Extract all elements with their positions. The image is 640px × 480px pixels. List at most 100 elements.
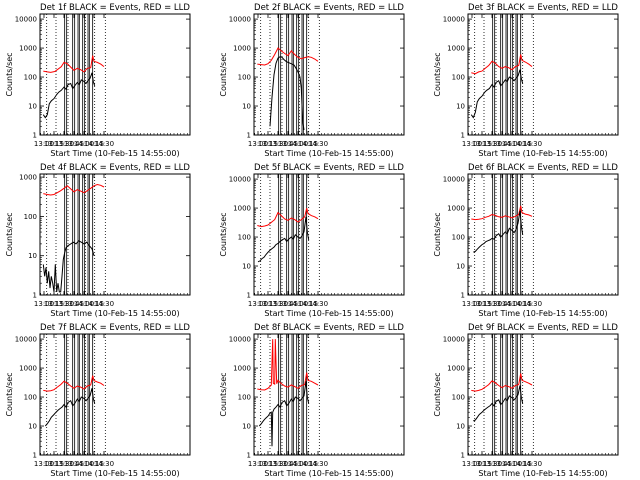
x-tick-label: 14:15 (298, 460, 318, 468)
events-series-line (473, 210, 524, 253)
y-axis-label: Counts/sec (219, 212, 228, 256)
x-tick-label: 14:30 (94, 140, 114, 148)
x-tick-label: 13:15 (258, 300, 278, 308)
y-tick-label: 1 (247, 452, 251, 460)
y-tick-label: 10 (456, 423, 465, 431)
panel-title: Det 9f BLACK = Events, RED = LLD (468, 323, 618, 333)
plot-frame (253, 333, 405, 456)
x-tick-label: 14:00 (288, 140, 308, 148)
plot-frame (39, 173, 191, 296)
x-tick-label: 13:45 (64, 300, 84, 308)
events-series-line (257, 216, 310, 263)
x-tick-label: 14:00 (288, 300, 308, 308)
y-axis-label: Counts/sec (5, 52, 14, 96)
x-tick-label: 13:45 (64, 140, 84, 148)
y-tick-label: 100 (24, 74, 37, 82)
y-tick-label: 10 (456, 103, 465, 111)
y-tick-label: 1000 (19, 365, 37, 373)
panel-5: Det 5f BLACK = Events, RED = LLD Counts/s… (219, 163, 405, 318)
y-tick-label: 1000 (19, 174, 37, 182)
x-tick-label: 14:30 (94, 460, 114, 468)
events-series-line (269, 56, 305, 130)
lld-series-line (257, 47, 319, 66)
y-tick-label: 1000 (19, 45, 37, 53)
x-tick-label: 13:45 (492, 460, 512, 468)
y-axis-label: Counts/sec (433, 372, 442, 416)
y-tick-label: 10000 (15, 336, 37, 344)
y-tick-label: 100 (238, 234, 251, 242)
x-tick-label: 13:30 (268, 460, 288, 468)
x-tick-label: 13:00 (34, 300, 54, 308)
x-tick-label: 13:30 (482, 140, 502, 148)
x-tick-label: 13:30 (54, 460, 74, 468)
x-tick-label: 14:00 (502, 140, 522, 148)
x-axis-label: Start Time (10-Feb-15 14:55:00) (478, 469, 607, 478)
plot-frame (467, 173, 619, 296)
x-tick-label: 13:15 (44, 460, 64, 468)
panel-4: Det 4f BLACK = Events, RED = LLD Counts/s… (5, 163, 191, 318)
x-tick-label: 13:30 (54, 140, 74, 148)
y-tick-label: 10000 (229, 176, 251, 184)
x-tick-label: 14:15 (512, 140, 532, 148)
y-tick-label: 1 (33, 132, 37, 140)
panel-6: Det 6f BLACK = Events, RED = LLD Counts/s… (433, 163, 619, 318)
x-tick-label: 14:15 (84, 460, 104, 468)
y-tick-label: 1 (247, 292, 251, 300)
y-tick-label: 100 (238, 394, 251, 402)
panel-title: Det 3f BLACK = Events, RED = LLD (468, 3, 618, 13)
x-tick-label: 13:00 (34, 460, 54, 468)
y-tick-label: 10000 (443, 176, 465, 184)
y-tick-label: 1000 (233, 365, 251, 373)
lld-series-line (43, 55, 105, 73)
x-tick-label: 14:15 (298, 140, 318, 148)
y-tick-label: 10 (28, 252, 37, 260)
x-tick-label: 14:00 (502, 300, 522, 308)
x-axis-label: Start Time (10-Feb-15 14:55:00) (264, 469, 393, 478)
lld-series-line (257, 339, 319, 391)
y-tick-label: 10 (242, 263, 251, 271)
panel-title: Det 6f BLACK = Events, RED = LLD (468, 163, 618, 173)
y-tick-label: 1 (33, 292, 37, 300)
x-axis-label: Start Time (10-Feb-15 14:55:00) (50, 469, 179, 478)
panel-7: Det 7f BLACK = Events, RED = LLD Counts/s… (5, 323, 191, 478)
y-tick-label: 10000 (443, 16, 465, 24)
lld-series-line (43, 183, 105, 196)
x-tick-label: 13:30 (268, 300, 288, 308)
y-axis-label: Counts/sec (219, 372, 228, 416)
plot-frame (467, 333, 619, 456)
x-tick-label: 13:00 (248, 460, 268, 468)
x-tick-label: 13:15 (258, 140, 278, 148)
y-tick-label: 1 (461, 132, 465, 140)
y-tick-label: 1000 (233, 45, 251, 53)
x-tick-label: 13:15 (472, 300, 492, 308)
x-tick-label: 13:00 (248, 300, 268, 308)
x-tick-label: 13:15 (258, 460, 278, 468)
y-tick-label: 1000 (447, 365, 465, 373)
lld-series-line (43, 375, 105, 392)
y-tick-label: 10000 (229, 336, 251, 344)
x-tick-label: 14:00 (502, 460, 522, 468)
y-tick-label: 10000 (15, 16, 37, 24)
y-tick-label: 100 (452, 74, 465, 82)
x-tick-label: 14:30 (522, 460, 542, 468)
y-tick-label: 10 (28, 423, 37, 431)
events-series-line (42, 240, 95, 293)
x-tick-label: 13:45 (492, 140, 512, 148)
x-tick-label: 14:30 (522, 140, 542, 148)
panel-title: Det 8f BLACK = Events, RED = LLD (254, 323, 404, 333)
y-tick-label: 10 (242, 423, 251, 431)
y-axis-label: Counts/sec (433, 52, 442, 96)
plot-frame (253, 173, 405, 296)
x-tick-label: 14:15 (512, 300, 532, 308)
x-tick-label: 13:45 (278, 140, 298, 148)
x-tick-label: 13:45 (278, 460, 298, 468)
x-tick-label: 13:30 (482, 300, 502, 308)
x-tick-label: 14:00 (74, 460, 94, 468)
lld-series-line (471, 373, 533, 392)
panel-3: Det 3f BLACK = Events, RED = LLD Counts/s… (433, 3, 619, 158)
x-tick-label: 13:00 (34, 140, 54, 148)
x-tick-label: 13:00 (248, 140, 268, 148)
x-tick-label: 14:15 (298, 300, 318, 308)
panel-title: Det 1f BLACK = Events, RED = LLD (40, 3, 190, 13)
x-tick-label: 14:00 (74, 140, 94, 148)
